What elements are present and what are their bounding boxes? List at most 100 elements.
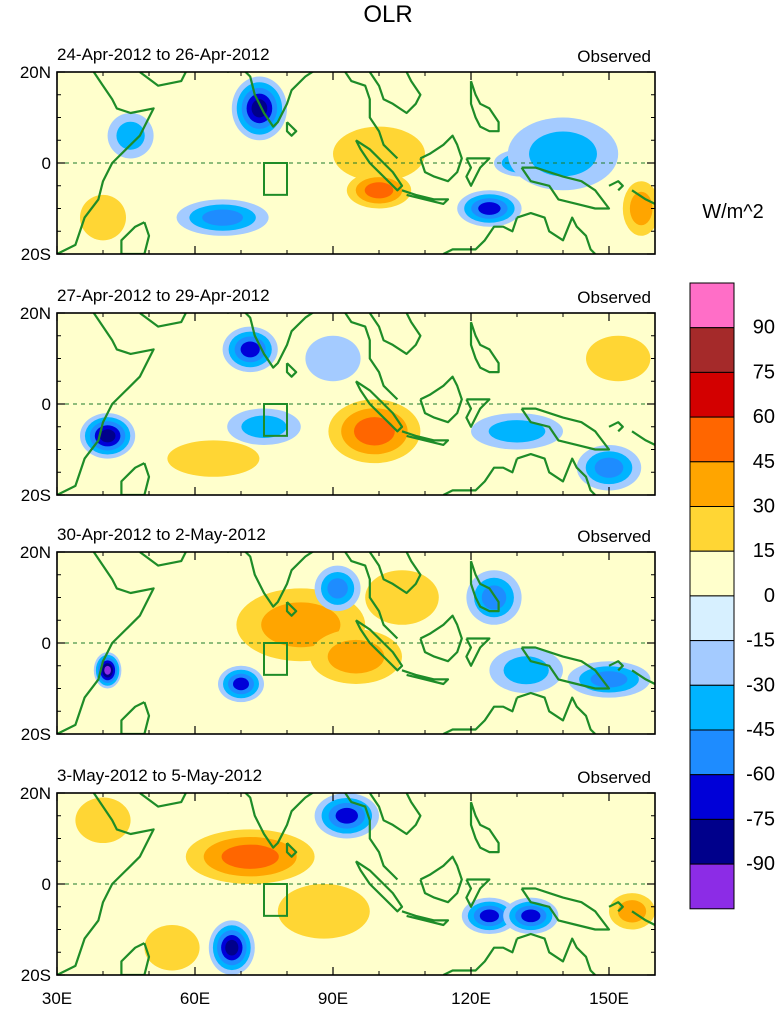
coastline: [469, 560, 500, 613]
colorbar-swatch: [689, 684, 735, 731]
anomaly-contour: [225, 939, 239, 956]
colorbar-swatch: [689, 506, 735, 552]
coastline: [442, 458, 519, 495]
colorbar-label: -75: [746, 808, 775, 830]
panel-field: [57, 793, 655, 975]
coastline: [465, 637, 491, 667]
map-panel: 20N 0 20S 3-May-2012 to 5-May-2012 Observed: [20, 766, 656, 985]
coastline: [120, 221, 151, 254]
coastline: [442, 697, 519, 734]
anomaly-contour: [305, 335, 361, 382]
coastline: [120, 462, 151, 495]
coastline: [520, 407, 611, 451]
coastline: [516, 453, 596, 495]
anomaly-contour: [521, 909, 541, 923]
coastline: [401, 910, 450, 927]
x-tick-label: 60E: [180, 989, 210, 1008]
y-tick-label: 0: [42, 634, 51, 653]
map-panel: 20N 0 20S 24-Apr-2012 to 26-Apr-2012 Observe…: [20, 45, 656, 264]
coastline: [516, 212, 596, 254]
y-tick-label: 20S: [21, 245, 51, 264]
colorbar-label: 30: [753, 496, 775, 518]
anomaly-contour: [261, 602, 341, 648]
anomaly-contour: [277, 884, 370, 939]
colorbar-swatch: [689, 282, 735, 329]
colorbar-label: -15: [746, 630, 775, 652]
coastline: [139, 793, 187, 808]
coastline: [355, 380, 404, 433]
reference-box: [263, 642, 288, 676]
panel-observed-label: Observed: [577, 768, 651, 787]
anomaly-contour: [333, 126, 425, 182]
anomaly-contour: [221, 844, 279, 869]
reference-box: [263, 883, 288, 917]
anomaly-contour: [327, 639, 385, 674]
coastline: [465, 157, 491, 187]
coastline: [227, 793, 399, 881]
panel-date-range: 27-Apr-2012 to 29-Apr-2012: [57, 286, 270, 305]
coastline: [465, 398, 491, 428]
panels-group: 20N 0 20S 24-Apr-2012 to 26-Apr-2012 Observe…: [20, 45, 656, 985]
anomaly-contour: [586, 335, 651, 382]
colorbar-units: W/m^2: [702, 201, 764, 223]
x-tick-label: 150E: [589, 989, 629, 1008]
colorbar-label: 0: [764, 585, 775, 607]
coastline: [419, 614, 463, 663]
coastline: [465, 878, 491, 908]
coastline: [469, 321, 500, 374]
y-tick-label: 20S: [21, 486, 51, 505]
y-tick-label: 20N: [20, 304, 51, 323]
y-tick-label: 20N: [20, 63, 51, 82]
anomaly-contour: [481, 585, 507, 610]
coastline: [419, 134, 463, 183]
anomaly-contour: [479, 909, 499, 923]
coastline: [419, 375, 463, 424]
coastline: [608, 421, 624, 433]
colorbar-label: -45: [746, 719, 775, 741]
anomaly-contour: [99, 429, 116, 443]
coastline: [401, 669, 450, 686]
x-tick-label: 30E: [42, 989, 72, 1008]
y-tick-label: 20S: [21, 725, 51, 744]
panel-date-range: 24-Apr-2012 to 26-Apr-2012: [57, 45, 270, 64]
coastline: [442, 938, 519, 975]
coastline: [608, 901, 624, 913]
coastline: [368, 793, 422, 836]
colorbar-swatch: [689, 818, 735, 865]
anomaly-contour: [364, 182, 394, 199]
anomaly-contour: [594, 457, 624, 478]
coastline: [355, 619, 404, 672]
x-tick-label: 120E: [451, 989, 491, 1008]
y-tick-label: 0: [42, 395, 51, 414]
coastline: [608, 660, 624, 672]
coastline: [57, 552, 155, 734]
colorbar-label: 45: [753, 451, 775, 473]
coastline: [520, 887, 611, 931]
coastline: [355, 139, 404, 192]
colorbar-label: 15: [753, 540, 775, 562]
panel-field: [57, 313, 655, 495]
coastline: [355, 860, 404, 913]
coastline: [631, 910, 655, 926]
coastline: [401, 189, 450, 205]
coastline: [57, 313, 155, 495]
colorbar-label: -90: [746, 853, 775, 875]
coastline: [57, 793, 155, 975]
coastline: [120, 701, 151, 734]
chart-title: OLR: [363, 1, 412, 28]
coastline: [139, 552, 187, 567]
colorbar-swatch: [689, 863, 735, 910]
x-axis: 30E 60E 90E 120E 150E: [42, 989, 629, 1008]
coastline: [469, 801, 500, 854]
coastline: [520, 646, 611, 690]
y-tick-label: 20N: [20, 543, 51, 562]
anomaly-contour: [327, 578, 348, 599]
y-tick-label: 20S: [21, 966, 51, 985]
anomaly-contour: [80, 194, 126, 241]
coastline: [368, 552, 422, 595]
colorbar-label: -30: [746, 674, 775, 696]
y-tick-label: 20N: [20, 784, 51, 803]
coastline: [608, 180, 624, 192]
colorbar-swatch: [689, 371, 735, 418]
